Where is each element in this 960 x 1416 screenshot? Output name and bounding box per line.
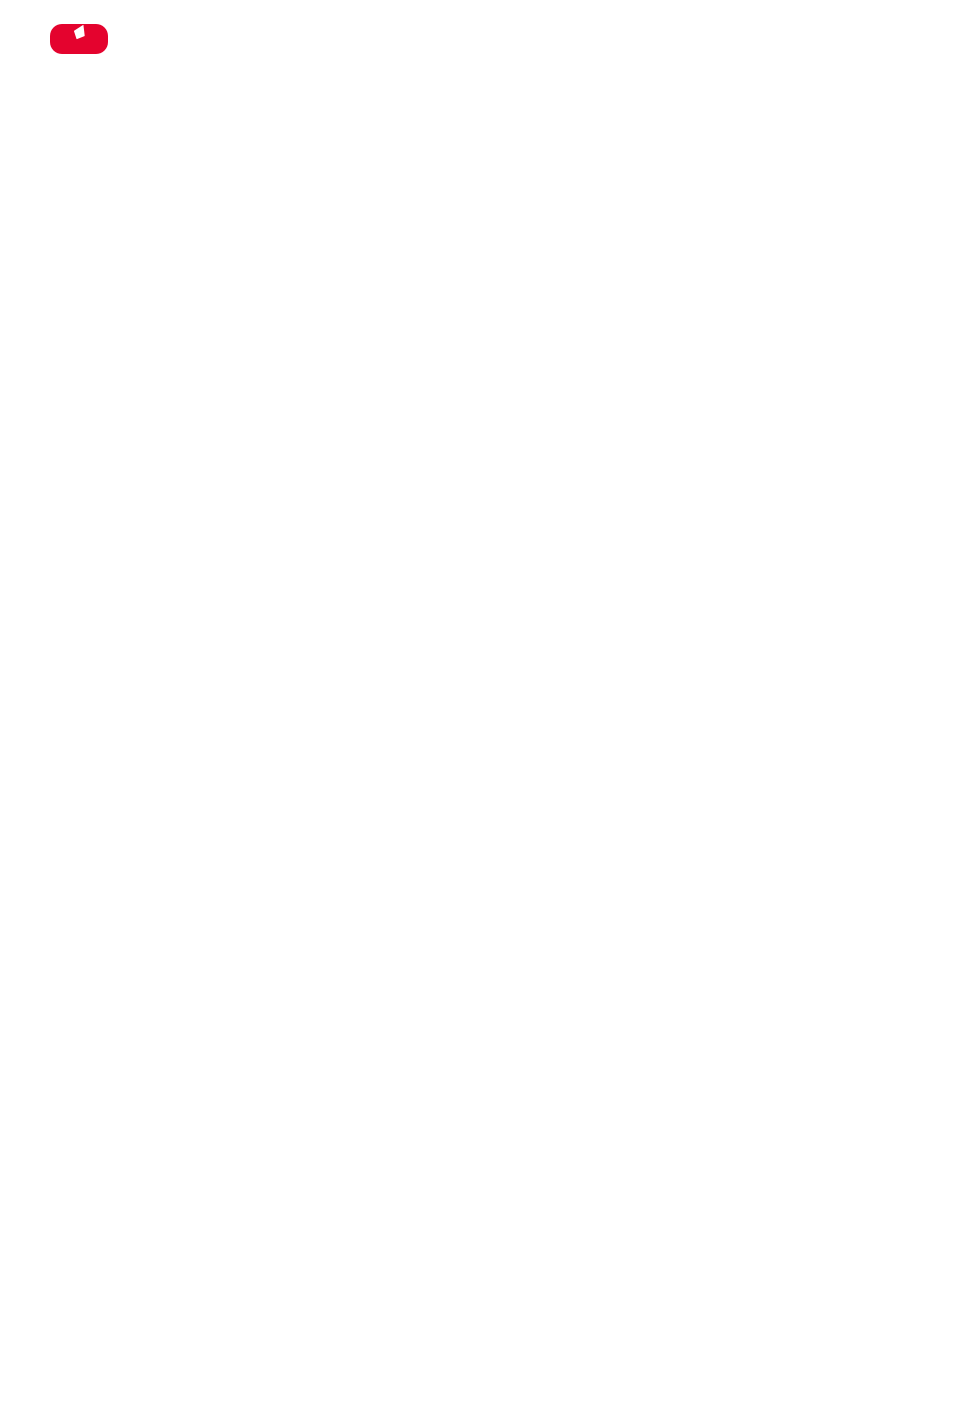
- leaf-icon: [71, 22, 89, 42]
- page-header: [50, 20, 910, 54]
- header-meta: [854, 20, 910, 40]
- logo-block: [50, 20, 108, 54]
- valma-diagram: [105, 114, 855, 544]
- logo-badge: [50, 24, 108, 54]
